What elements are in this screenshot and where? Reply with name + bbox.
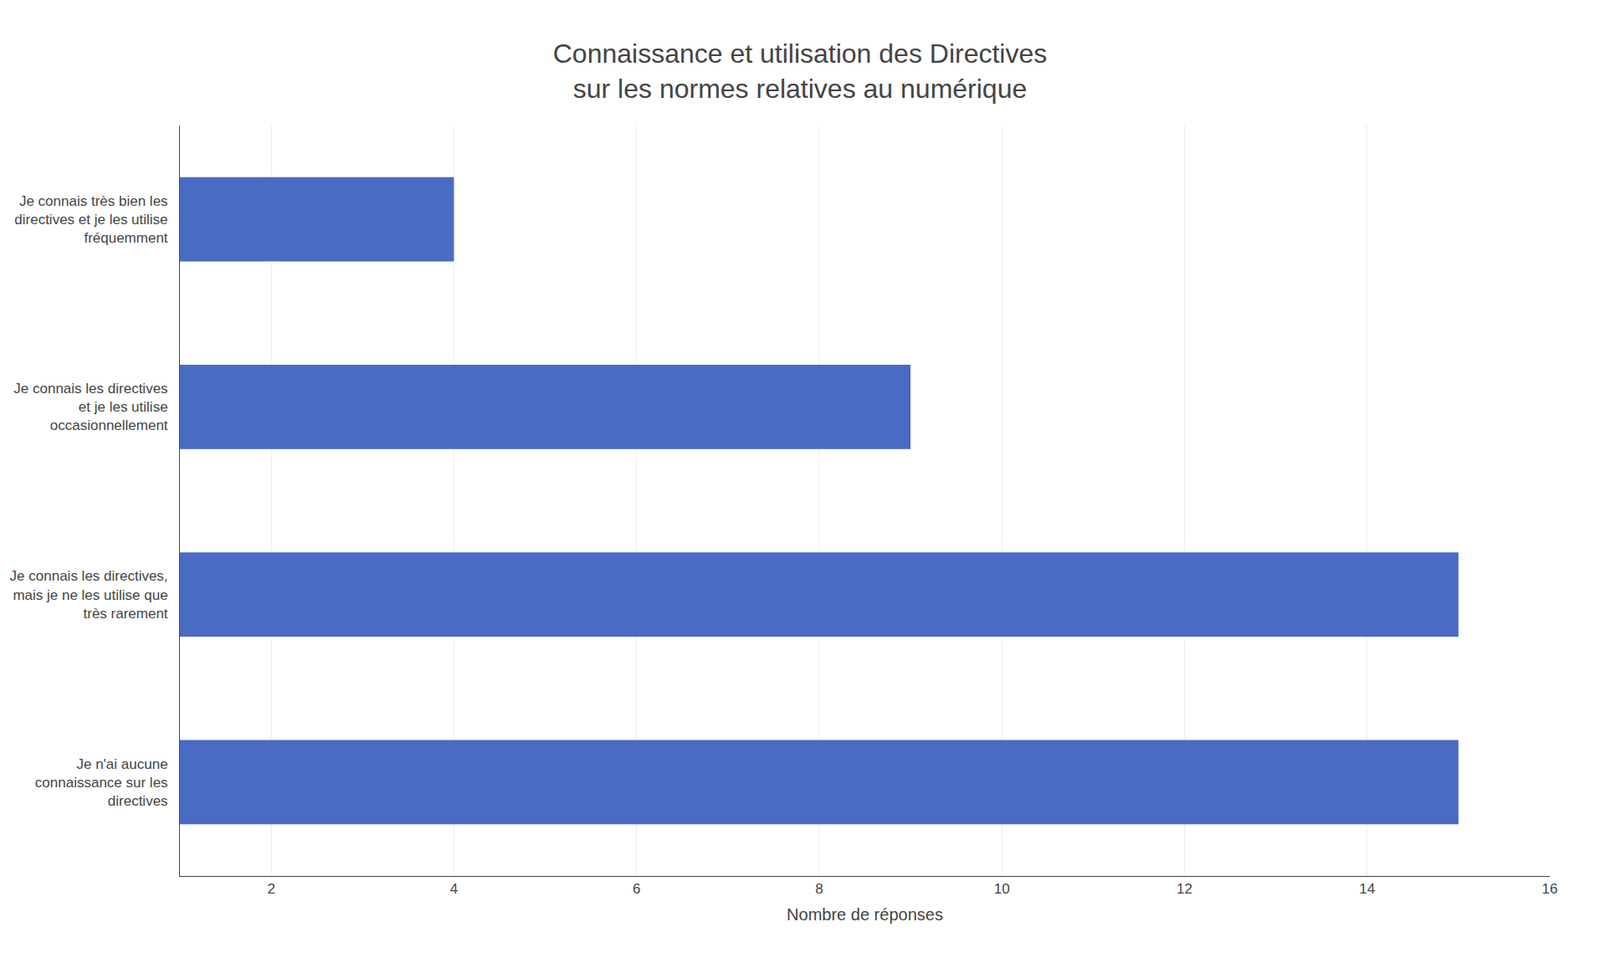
svg-text:Connaissance et utilisation de: Connaissance et utilisation des Directiv… (553, 38, 1048, 104)
svg-text:10: 10 (994, 881, 1011, 898)
svg-text:14: 14 (1358, 881, 1375, 898)
svg-text:Je n'ai aucuneconnaissance sur: Je n'ai aucuneconnaissance sur lesdirect… (35, 756, 169, 810)
svg-text:4: 4 (450, 881, 458, 898)
svg-text:Je connais très bien lesdirect: Je connais très bien lesdirectives et je… (14, 193, 169, 247)
svg-text:Je connais les directives,mais: Je connais les directives,mais je ne les… (10, 568, 169, 621)
svg-text:16: 16 (1542, 881, 1559, 898)
svg-text:Je connais les directiveset je: Je connais les directiveset je les utili… (13, 380, 169, 434)
svg-text:12: 12 (1176, 881, 1193, 898)
svg-text:2: 2 (266, 881, 275, 898)
svg-text:6: 6 (632, 881, 641, 898)
svg-text:8: 8 (815, 881, 823, 898)
svg-text:Nombre de réponses: Nombre de réponses (786, 905, 944, 924)
